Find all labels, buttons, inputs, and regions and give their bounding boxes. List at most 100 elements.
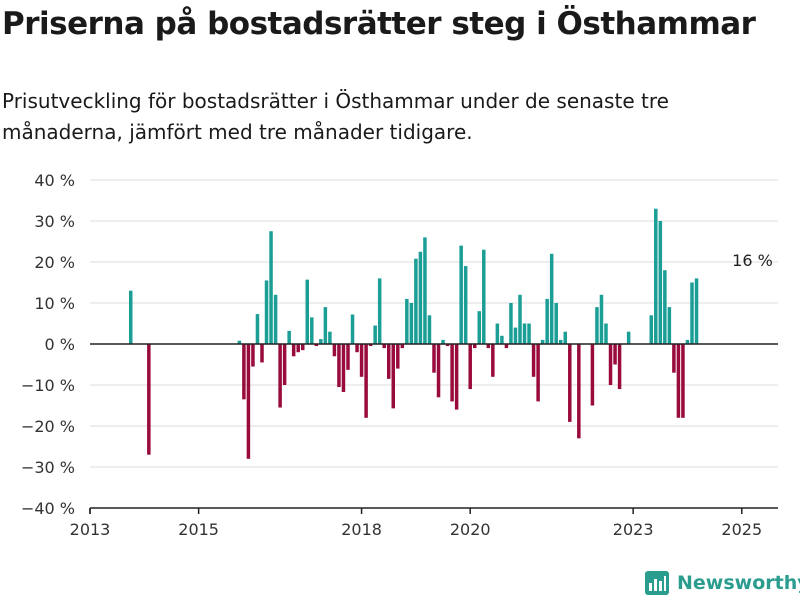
bar (427, 315, 432, 344)
bar (405, 298, 409, 344)
bar (459, 245, 463, 344)
bar (305, 279, 310, 344)
bar (436, 344, 441, 398)
bar (350, 314, 355, 344)
annotations: 16 % (732, 251, 773, 270)
bar (418, 251, 423, 344)
y-tick-label: −40 % (21, 499, 75, 518)
bar (382, 344, 386, 349)
bar (346, 344, 350, 370)
bar (128, 290, 133, 344)
y-tick-label: 0 % (45, 335, 75, 354)
bar (608, 344, 613, 385)
bar (291, 344, 296, 357)
bar (368, 344, 373, 347)
last-value-label: 16 % (732, 251, 773, 270)
bar (450, 344, 454, 402)
bar (504, 344, 509, 349)
bar (414, 258, 418, 344)
bar (278, 344, 282, 408)
bar (373, 325, 377, 344)
bar (685, 339, 690, 344)
bar (568, 344, 572, 422)
bar (672, 344, 676, 373)
bar (391, 344, 396, 409)
bar (409, 303, 414, 344)
bar (694, 278, 699, 344)
bar (486, 344, 491, 349)
bar (590, 344, 595, 406)
bar (359, 344, 364, 377)
bar (246, 344, 251, 459)
bar (300, 344, 305, 351)
bars (128, 208, 699, 459)
bar (287, 330, 291, 344)
bar (509, 303, 513, 344)
bar (500, 335, 504, 344)
bar (667, 307, 672, 344)
chart-subtitle: Prisutveckling för bostadsrätter i Östha… (2, 89, 669, 144)
bar (536, 344, 540, 402)
bar (626, 331, 631, 344)
bar (527, 323, 531, 344)
bar (491, 344, 495, 377)
bar (495, 323, 500, 344)
brand: Newsworthy (645, 568, 800, 598)
bar (468, 344, 472, 390)
bar (355, 344, 359, 353)
bar (558, 339, 563, 344)
bar (242, 344, 246, 400)
x-axis-labels: 2013 2015 2018 2020 2023 2025 (70, 520, 763, 539)
bar (323, 307, 328, 344)
y-tick-label: −10 % (21, 376, 75, 395)
y-tick-label: 10 % (34, 294, 75, 313)
bar (690, 282, 694, 344)
bar (423, 237, 427, 344)
bar (332, 344, 337, 357)
bar (310, 317, 314, 344)
bar (577, 344, 581, 439)
bar (513, 327, 518, 344)
bar (477, 311, 482, 344)
bar (604, 323, 608, 344)
bar (255, 314, 260, 344)
bar (549, 253, 554, 344)
x-tick-label: 2020 (450, 520, 491, 539)
x-tick-label: 2025 (721, 520, 762, 539)
bar (463, 266, 468, 344)
bar (613, 344, 617, 365)
bar (681, 344, 685, 418)
bar (319, 339, 323, 344)
bar (617, 344, 622, 390)
x-tick-label: 2013 (70, 520, 111, 539)
bar (540, 339, 545, 344)
bar (522, 323, 527, 344)
bar (432, 344, 436, 373)
bar (400, 344, 405, 349)
chart-title: Priserna på bostadsrätter steg i Östhamm… (2, 6, 756, 42)
bar (341, 344, 346, 392)
y-axis-labels: −40 % −30 % −20 % −10 % 0 % 10 % 20 % 30 % 40 % (21, 171, 75, 518)
bar (595, 307, 599, 344)
bar (273, 294, 278, 344)
y-tick-label: 30 % (34, 212, 75, 231)
y-tick-label: 20 % (34, 253, 75, 272)
bar (545, 298, 549, 344)
bar (482, 249, 486, 344)
brand-label: Newsworthy (677, 572, 800, 594)
y-tick-label: −30 % (21, 458, 75, 477)
bar (445, 344, 450, 347)
bar (649, 315, 654, 344)
axes (89, 343, 778, 514)
bar (554, 303, 558, 344)
bar (396, 344, 400, 369)
bar (454, 344, 459, 410)
bar (663, 270, 667, 344)
bar (260, 344, 264, 363)
bar (563, 331, 568, 344)
bar (296, 344, 300, 353)
bar (472, 344, 477, 349)
bar (599, 294, 604, 344)
bar (251, 344, 255, 367)
